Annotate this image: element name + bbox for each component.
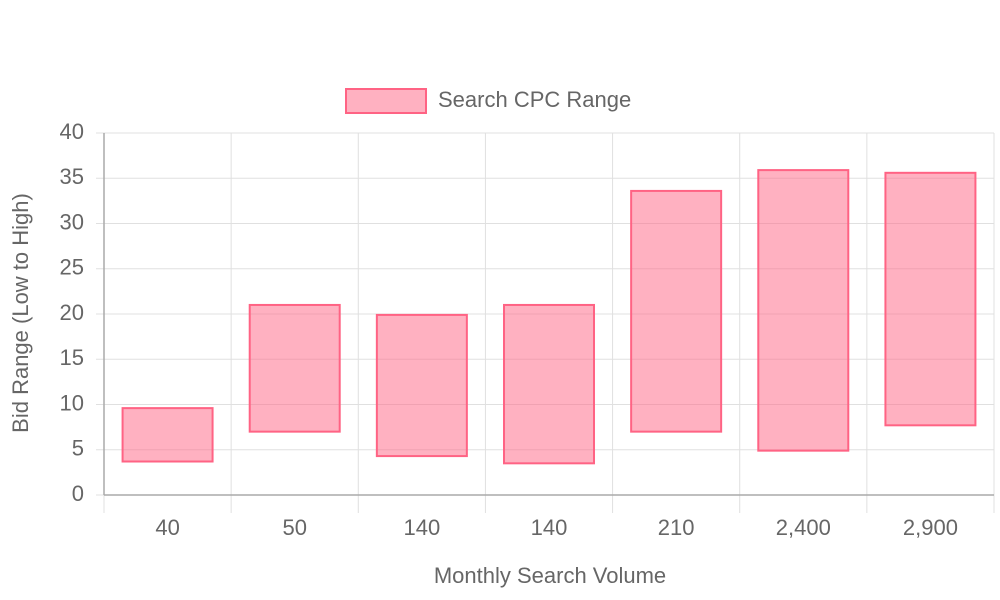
bar: [630, 189, 723, 433]
x-tick-label: 40: [155, 515, 179, 540]
bar: [375, 313, 468, 458]
y-tick-label: 40: [60, 119, 84, 144]
y-tick-label: 5: [72, 436, 84, 461]
bar: [248, 303, 341, 433]
x-tick-label: 140: [403, 515, 440, 540]
bar: [884, 171, 977, 427]
y-tick-label: 30: [60, 209, 84, 234]
x-tick-label: 140: [531, 515, 568, 540]
y-tick-label: 0: [72, 481, 84, 506]
y-tick-label: 10: [60, 390, 84, 415]
legend-label: Search CPC Range: [438, 87, 631, 112]
bar: [503, 303, 595, 465]
x-axis-label: Monthly Search Volume: [434, 563, 666, 588]
x-tick-label: 2,900: [903, 515, 958, 540]
y-axis-label: Bid Range (Low to High): [8, 193, 33, 433]
bar: [121, 407, 214, 463]
x-tick-label: 2,400: [776, 515, 831, 540]
x-tick-label: 210: [658, 515, 695, 540]
y-tick-label: 25: [60, 255, 84, 280]
y-tick-label: 15: [60, 345, 84, 370]
y-tick-label: 20: [60, 300, 84, 325]
bar: [757, 169, 850, 452]
y-tick-label: 35: [60, 164, 84, 189]
x-tick-label: 50: [282, 515, 306, 540]
legend-swatch: [345, 88, 427, 114]
